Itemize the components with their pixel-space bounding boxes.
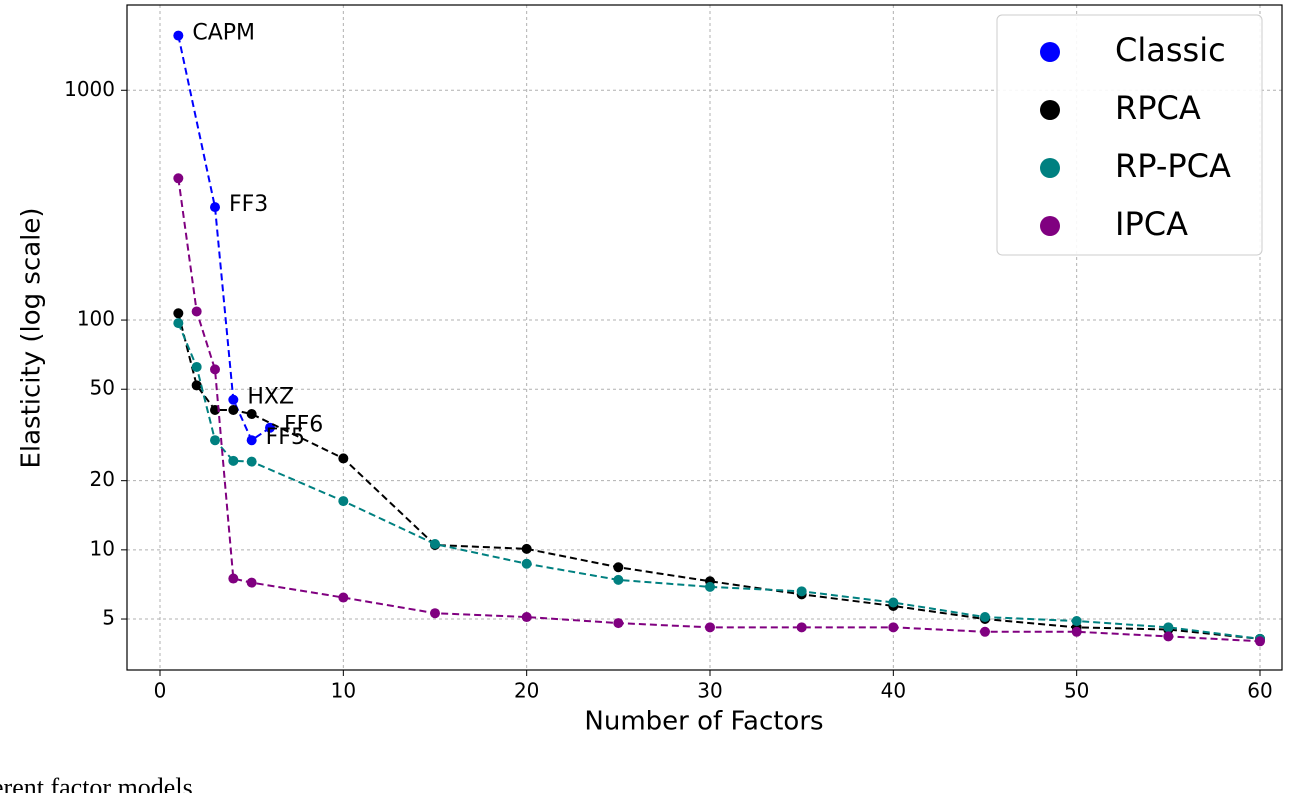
- data-point: [173, 308, 184, 319]
- data-point: [980, 612, 990, 623]
- data-point: [210, 435, 220, 446]
- legend-label: Classic: [1115, 31, 1226, 69]
- data-point: [228, 573, 239, 584]
- x-tick-label: 0: [154, 679, 167, 703]
- y-tick-label: 100: [77, 307, 115, 331]
- data-point: [980, 626, 990, 637]
- series-line: [177, 322, 1261, 640]
- data-point: [191, 306, 202, 317]
- data-point: [246, 577, 257, 588]
- data-point: [173, 30, 184, 41]
- data-point: [1163, 622, 1174, 633]
- data-point: [228, 455, 239, 466]
- data-point: [705, 622, 715, 633]
- legend-marker: [1040, 100, 1060, 120]
- x-tick-label: 10: [331, 679, 356, 703]
- x-axis-label: Number of Factors: [584, 707, 823, 737]
- legend-marker: [1040, 42, 1060, 62]
- data-point: [246, 435, 257, 446]
- y-tick-label: 1000: [64, 77, 115, 101]
- data-point: [228, 394, 239, 405]
- data-point: [173, 173, 184, 184]
- data-point: [246, 409, 257, 420]
- legend-marker: [1040, 216, 1060, 236]
- data-point: [191, 380, 202, 391]
- data-point: [613, 562, 624, 573]
- data-point: [888, 597, 899, 608]
- x-tick-label: 60: [1247, 679, 1272, 703]
- series-line: [177, 35, 271, 442]
- data-point: [613, 574, 624, 585]
- point-label: CAPM: [192, 21, 255, 46]
- data-point: [430, 608, 440, 619]
- data-point: [521, 543, 532, 554]
- data-point: [173, 318, 184, 329]
- data-point: [521, 612, 532, 623]
- y-tick-label: 50: [90, 376, 115, 400]
- data-point: [796, 586, 807, 597]
- legend-label: RP-PCA: [1115, 147, 1231, 185]
- data-point: [338, 496, 349, 507]
- data-point: [338, 592, 349, 603]
- plot-frame: [126, 4, 1283, 671]
- y-tick-label: 10: [90, 536, 115, 560]
- data-point: [796, 622, 807, 633]
- y-axis-label: Elasticity (log scale): [17, 207, 47, 468]
- point-label: FF3: [229, 192, 268, 217]
- data-point: [1163, 631, 1174, 642]
- data-point: [210, 202, 220, 213]
- caption: erent factor models: [0, 773, 193, 793]
- data-point: [338, 453, 349, 464]
- x-tick-label: 40: [881, 679, 906, 703]
- data-point: [430, 539, 440, 550]
- point-label: FF6: [284, 413, 323, 438]
- data-point: [1071, 616, 1082, 627]
- x-tick-label: 30: [697, 679, 722, 703]
- legend-box: [996, 14, 1263, 256]
- legend-label: IPCA: [1115, 205, 1188, 243]
- data-point: [521, 558, 532, 569]
- series-line: [177, 313, 1261, 640]
- data-point: [705, 581, 715, 592]
- data-point: [613, 618, 624, 629]
- x-tick-label: 20: [514, 679, 539, 703]
- data-point: [191, 361, 202, 372]
- series-line: [177, 178, 1261, 643]
- data-point: [1255, 636, 1265, 647]
- data-point: [1071, 626, 1082, 637]
- y-tick-label: 5: [102, 606, 115, 630]
- point-label: HXZ: [247, 385, 294, 410]
- legend-marker: [1040, 158, 1060, 178]
- data-point: [246, 456, 257, 467]
- x-tick-label: 50: [1064, 679, 1089, 703]
- y-tick-label: 20: [90, 467, 115, 491]
- data-point: [210, 364, 220, 375]
- data-point: [888, 622, 899, 633]
- data-point: [228, 405, 239, 416]
- legend-label: RPCA: [1115, 89, 1201, 127]
